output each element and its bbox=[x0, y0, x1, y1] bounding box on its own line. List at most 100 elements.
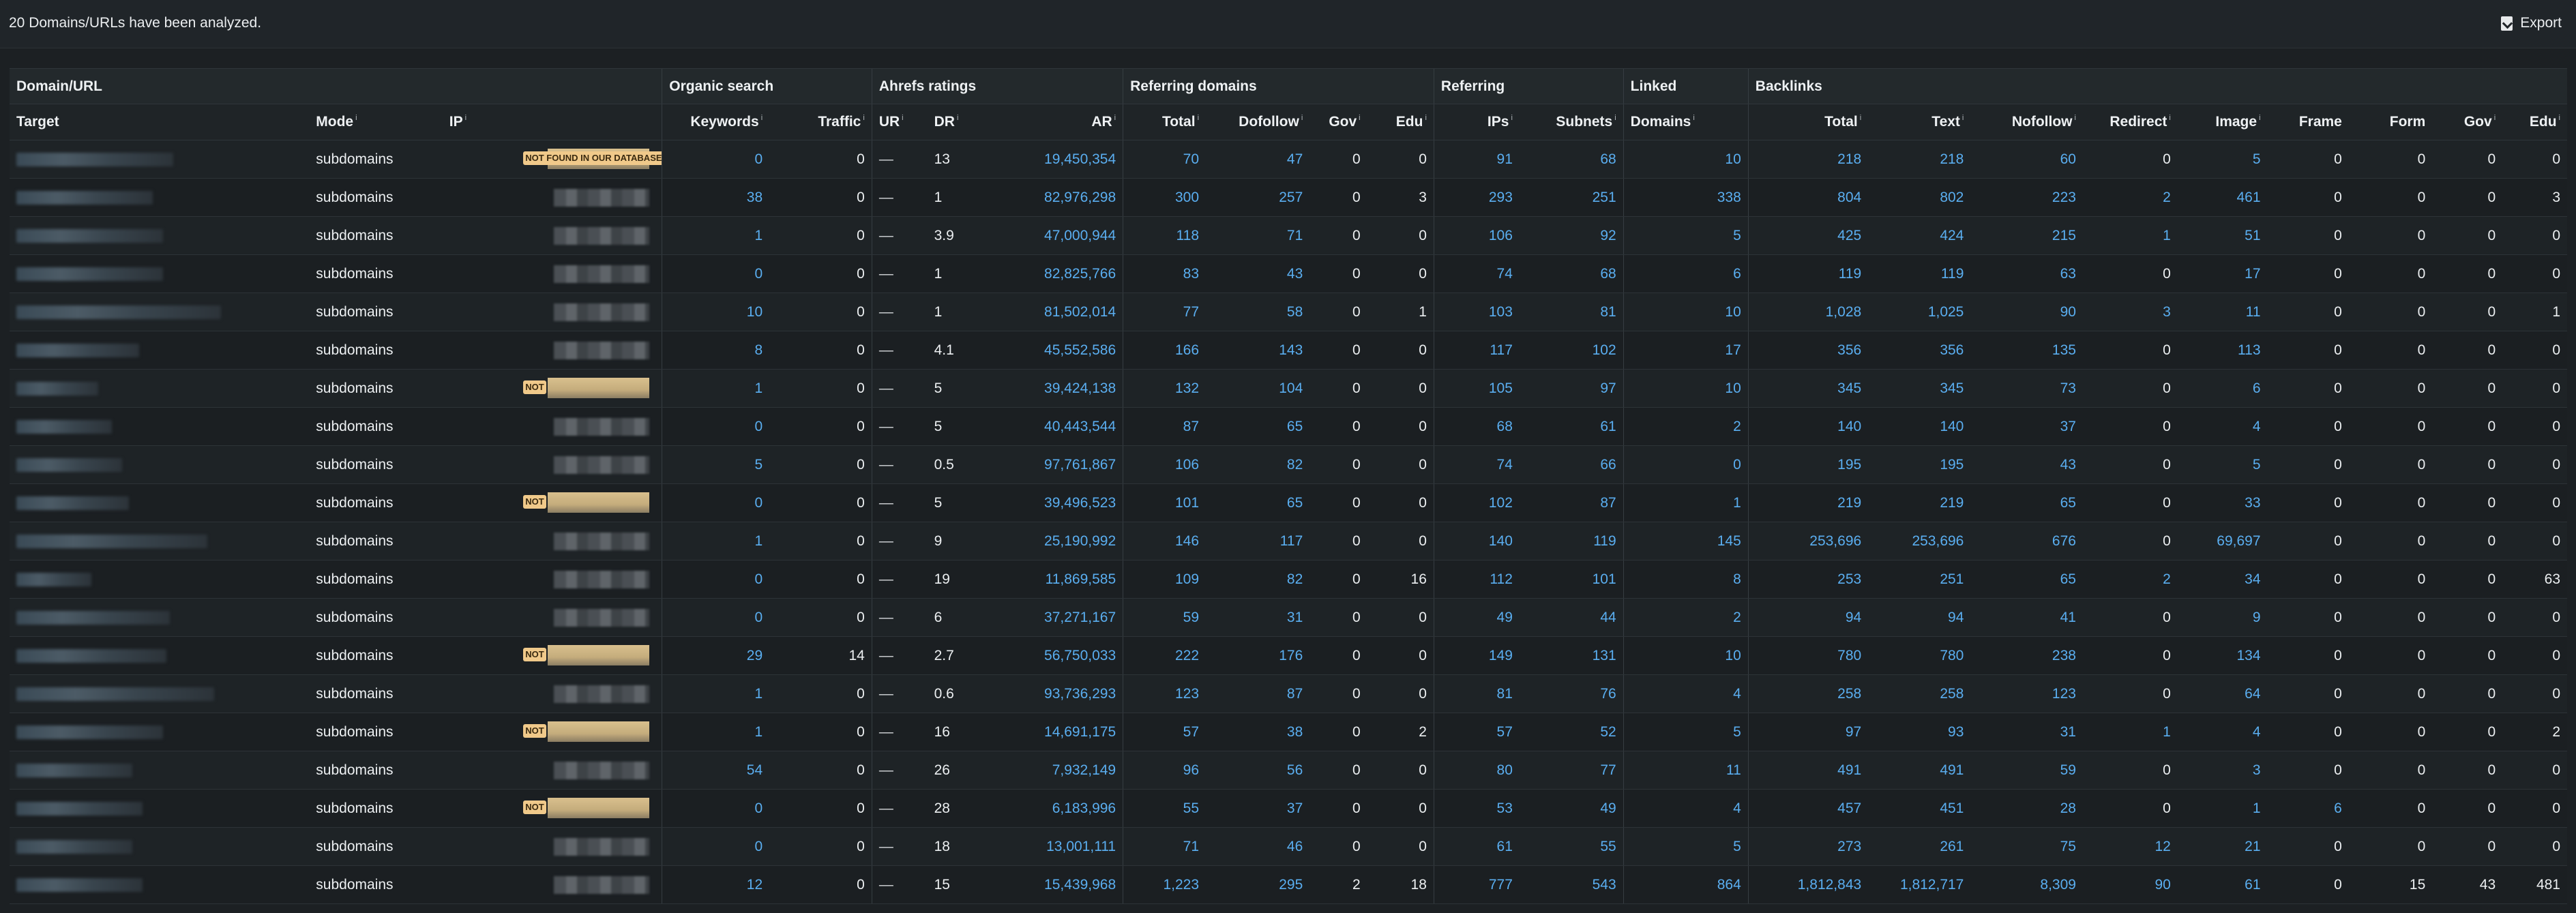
bl-nofollow-cell[interactable]: 90 bbox=[1970, 293, 2083, 331]
bl-frame-cell[interactable]: 6 bbox=[2267, 789, 2349, 828]
bl-redirect-cell[interactable]: 2 bbox=[2082, 178, 2178, 217]
target-cell[interactable] bbox=[10, 751, 310, 790]
ar-cell[interactable]: 47,000,944 bbox=[987, 216, 1123, 255]
rd-total-cell[interactable]: 123 bbox=[1123, 674, 1206, 713]
redacted-target-url[interactable] bbox=[16, 534, 207, 548]
export-button[interactable]: Export bbox=[2501, 12, 2562, 34]
redacted-target-url[interactable] bbox=[16, 839, 132, 854]
info-icon[interactable]: i bbox=[2493, 114, 2496, 122]
ar-cell[interactable]: 40,443,544 bbox=[987, 407, 1123, 446]
ips-cell[interactable]: 49 bbox=[1433, 598, 1520, 637]
bl-total-cell[interactable]: 1,812,843 bbox=[1747, 865, 1869, 904]
bl-total-cell[interactable]: 356 bbox=[1747, 331, 1869, 370]
ar-cell[interactable]: 93,736,293 bbox=[987, 674, 1123, 713]
column-header-bl-total[interactable]: Total i bbox=[1747, 104, 1869, 140]
redacted-target-url[interactable] bbox=[16, 496, 129, 510]
subnets-cell[interactable]: 55 bbox=[1519, 827, 1624, 866]
bl-total-cell[interactable]: 218 bbox=[1747, 140, 1869, 179]
bl-nofollow-cell[interactable]: 43 bbox=[1970, 445, 2083, 484]
bl-nofollow-cell[interactable]: 60 bbox=[1970, 140, 2083, 179]
target-cell[interactable] bbox=[10, 713, 310, 751]
bl-total-cell[interactable]: 253 bbox=[1747, 560, 1869, 599]
redacted-target-url[interactable] bbox=[16, 648, 166, 663]
linked-cell[interactable]: 5 bbox=[1623, 713, 1749, 751]
linked-cell[interactable]: 8 bbox=[1623, 560, 1749, 599]
keywords-cell[interactable]: 12 bbox=[662, 865, 770, 904]
target-cell[interactable] bbox=[10, 560, 310, 599]
info-icon[interactable]: i bbox=[1614, 114, 1616, 122]
target-cell[interactable] bbox=[10, 636, 310, 675]
ar-cell[interactable]: 97,761,867 bbox=[987, 445, 1123, 484]
subnets-cell[interactable]: 87 bbox=[1519, 483, 1624, 522]
rd-dofollow-cell[interactable]: 143 bbox=[1206, 331, 1310, 370]
redacted-target-url[interactable] bbox=[16, 152, 173, 166]
bl-total-cell[interactable]: 195 bbox=[1747, 445, 1869, 484]
redacted-target-url[interactable] bbox=[16, 458, 122, 472]
column-header-ips[interactable]: IPs i bbox=[1433, 104, 1520, 140]
rd-dofollow-cell[interactable]: 104 bbox=[1206, 369, 1310, 408]
ar-cell[interactable]: 82,825,766 bbox=[987, 254, 1123, 293]
ips-cell[interactable]: 112 bbox=[1433, 560, 1520, 599]
linked-cell[interactable]: 864 bbox=[1623, 865, 1749, 904]
ips-cell[interactable]: 68 bbox=[1433, 407, 1520, 446]
redacted-target-url[interactable] bbox=[16, 763, 132, 777]
rd-total-cell[interactable]: 55 bbox=[1123, 789, 1206, 828]
subnets-cell[interactable]: 101 bbox=[1519, 560, 1624, 599]
redacted-target-url[interactable] bbox=[16, 419, 112, 434]
bl-total-cell[interactable]: 780 bbox=[1747, 636, 1869, 675]
bl-nofollow-cell[interactable]: 238 bbox=[1970, 636, 2083, 675]
keywords-cell[interactable]: 54 bbox=[662, 751, 770, 790]
bl-total-cell[interactable]: 219 bbox=[1747, 483, 1869, 522]
keywords-cell[interactable]: 0 bbox=[662, 827, 770, 866]
ar-cell[interactable]: 25,190,992 bbox=[987, 522, 1123, 560]
linked-cell[interactable]: 4 bbox=[1623, 674, 1749, 713]
ar-cell[interactable]: 7,932,149 bbox=[987, 751, 1123, 790]
linked-cell[interactable]: 1 bbox=[1623, 483, 1749, 522]
target-cell[interactable] bbox=[10, 178, 310, 217]
rd-total-cell[interactable]: 222 bbox=[1123, 636, 1206, 675]
redacted-target-url[interactable] bbox=[16, 343, 139, 357]
bl-text-cell[interactable]: 356 bbox=[1868, 331, 1971, 370]
column-header-keywords[interactable]: Keywords i bbox=[662, 104, 770, 140]
bl-total-cell[interactable]: 94 bbox=[1747, 598, 1869, 637]
rd-total-cell[interactable]: 96 bbox=[1123, 751, 1206, 790]
rd-dofollow-cell[interactable]: 58 bbox=[1206, 293, 1310, 331]
linked-cell[interactable]: 145 bbox=[1623, 522, 1749, 560]
bl-nofollow-cell[interactable]: 73 bbox=[1970, 369, 2083, 408]
column-header-bl-image[interactable]: Image i bbox=[2177, 104, 2268, 140]
bl-image-cell[interactable]: 113 bbox=[2177, 331, 2268, 370]
subnets-cell[interactable]: 102 bbox=[1519, 331, 1624, 370]
ips-cell[interactable]: 80 bbox=[1433, 751, 1520, 790]
column-header-linked-domains[interactable]: Domains i bbox=[1623, 104, 1749, 140]
rd-total-cell[interactable]: 109 bbox=[1123, 560, 1206, 599]
bl-total-cell[interactable]: 253,696 bbox=[1747, 522, 1869, 560]
bl-total-cell[interactable]: 457 bbox=[1747, 789, 1869, 828]
bl-redirect-cell[interactable]: 1 bbox=[2082, 713, 2178, 751]
keywords-cell[interactable]: 0 bbox=[662, 789, 770, 828]
bl-redirect-cell[interactable]: 1 bbox=[2082, 216, 2178, 255]
keywords-cell[interactable]: 38 bbox=[662, 178, 770, 217]
ips-cell[interactable]: 57 bbox=[1433, 713, 1520, 751]
ar-cell[interactable]: 39,496,523 bbox=[987, 483, 1123, 522]
info-icon[interactable]: i bbox=[1114, 114, 1116, 122]
info-icon[interactable]: i bbox=[1301, 114, 1303, 122]
info-icon[interactable]: i bbox=[1859, 114, 1862, 122]
bl-image-cell[interactable]: 69,697 bbox=[2177, 522, 2268, 560]
rd-dofollow-cell[interactable]: 37 bbox=[1206, 789, 1310, 828]
target-cell[interactable] bbox=[10, 369, 310, 408]
bl-text-cell[interactable]: 119 bbox=[1868, 254, 1971, 293]
rd-dofollow-cell[interactable]: 87 bbox=[1206, 674, 1310, 713]
column-header-rd-total[interactable]: Total i bbox=[1123, 104, 1206, 140]
bl-image-cell[interactable]: 17 bbox=[2177, 254, 2268, 293]
rd-dofollow-cell[interactable]: 65 bbox=[1206, 407, 1310, 446]
ar-cell[interactable]: 6,183,996 bbox=[987, 789, 1123, 828]
ips-cell[interactable]: 777 bbox=[1433, 865, 1520, 904]
bl-nofollow-cell[interactable]: 676 bbox=[1970, 522, 2083, 560]
bl-nofollow-cell[interactable]: 123 bbox=[1970, 674, 2083, 713]
rd-total-cell[interactable]: 70 bbox=[1123, 140, 1206, 179]
column-header-rd-edu[interactable]: Edu i bbox=[1367, 104, 1434, 140]
info-icon[interactable]: i bbox=[355, 114, 357, 122]
keywords-cell[interactable]: 1 bbox=[662, 216, 770, 255]
ar-cell[interactable]: 82,976,298 bbox=[987, 178, 1123, 217]
linked-cell[interactable]: 338 bbox=[1623, 178, 1749, 217]
